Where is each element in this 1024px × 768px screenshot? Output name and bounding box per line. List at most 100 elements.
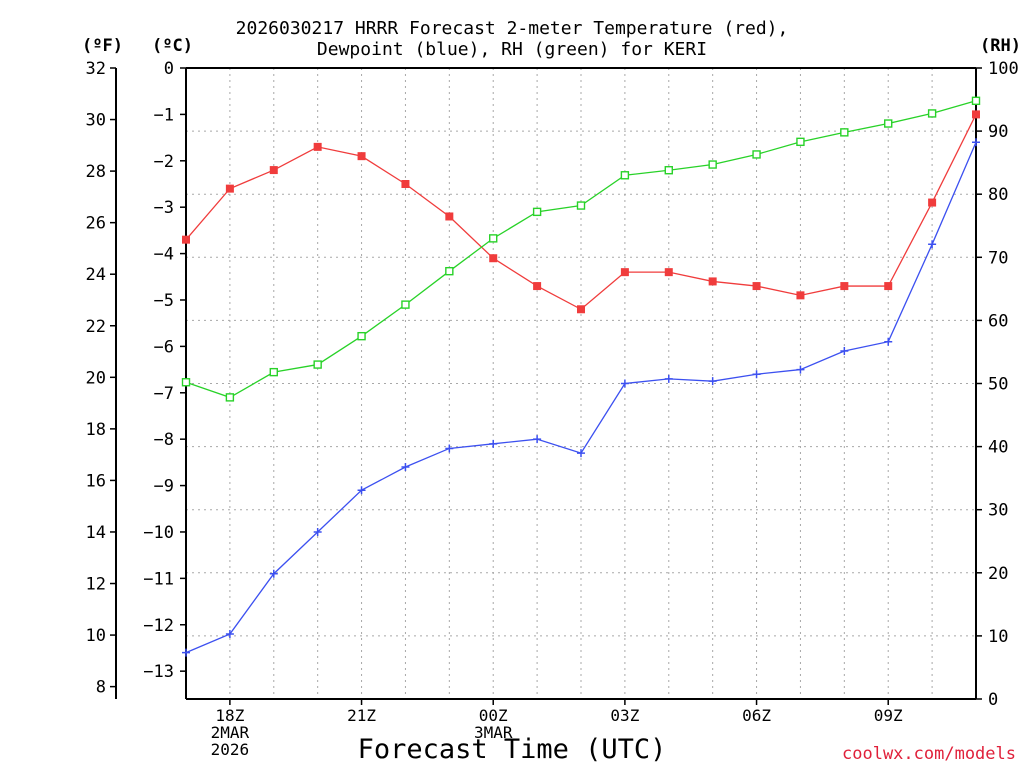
rh-tick-label: 90 [988,122,1008,142]
fahrenheit-tick-label: 28 [86,162,106,182]
celsius-tick-label: 0 [164,59,174,79]
rh-point [708,160,717,169]
dewpoint-point [401,463,410,472]
celsius-tick-label: −8 [154,430,174,450]
dewpoint-point [357,486,366,495]
x-tick-label: 09Z [874,706,903,725]
dewpoint-point [708,377,717,386]
temperature-point [401,179,410,188]
rh-tick-label: 70 [988,248,1008,268]
celsius-tick-label: −10 [143,523,174,543]
temperature-point [269,166,278,175]
x-tick-label: 3MAR [474,723,513,742]
celsius-tick-label: −12 [143,616,174,636]
rh-point [927,109,937,118]
source-credit[interactable]: coolwx.com/models [842,744,1016,764]
rh-point [971,96,981,106]
rh-tick-label: 100 [988,59,1019,79]
dewpoint-point [620,379,629,388]
rh-point [620,171,630,180]
temperature-point [708,277,717,286]
temperature-point [445,212,454,221]
dewpoint-point [752,370,761,379]
temperature-point [357,152,366,161]
dewpoint-point [796,365,805,374]
fahrenheit-tick-label: 24 [86,265,106,285]
dewpoint-point [313,527,322,536]
fahrenheit-tick-label: 26 [86,214,106,234]
temperature-point [752,282,761,291]
dewpoint-point [225,630,234,639]
x-tick-label: 18Z [215,706,244,725]
dewpoint-point [577,449,585,458]
dewpoint-point [664,374,673,383]
rh-point [357,331,366,341]
chart-title-line-2: Dewpoint (blue), RH (green) for KERI [316,39,708,60]
celsius-tick-label: −11 [143,569,174,589]
rh-tick-label: 10 [988,627,1008,647]
fahrenheit-tick-label: 16 [86,471,106,491]
temperature-point [884,282,893,291]
celsius-tick-label: −7 [154,384,174,404]
temperature-point [489,254,498,263]
temperature-point [620,268,629,277]
rh-point [664,166,673,175]
rh-point [752,150,761,159]
dewpoint-point [269,569,278,578]
rh-point [576,201,586,210]
fahrenheit-tick-label: 20 [86,368,106,388]
temperature-point [972,110,980,119]
rh-point [884,119,893,128]
temperature-point [840,282,849,291]
celsius-tick-label: −9 [154,477,174,497]
rh-tick-label: 60 [988,311,1008,331]
chart-title-line-1: 2026030217 HRRR Forecast 2-meter Tempera… [235,18,789,39]
dewpoint-point [884,337,893,346]
celsius-tick-label: −13 [143,662,174,682]
celsius-tick-label: −5 [154,291,174,311]
rh-point [489,234,498,243]
celsius-tick-label: −1 [154,105,174,125]
rh-tick-label: 40 [988,438,1008,458]
rh-tick-label: 50 [988,375,1008,395]
x-axis-title: Forecast Time (UTC) [357,734,667,765]
rh-point [445,266,454,276]
temperature-point [577,305,585,314]
fahrenheit-tick-label: 32 [86,59,106,79]
rh-point [269,367,278,377]
fahrenheit-tick-label: 22 [86,317,106,337]
fahrenheit-tick-label: 10 [86,626,106,646]
temperature-point [664,268,673,277]
fahrenheit-tick-label: 14 [86,523,106,543]
dewpoint-point [928,240,937,249]
axes-layer: 8 10 12 14 16 18 20 22 24 26 28 30 32 0 −1 −2 −3 −4 −5 −6 −7… [86,59,1019,759]
rh-point [225,393,235,402]
rh-point [532,207,542,217]
dewpoint-point [182,648,190,657]
fahrenheit-tick-label: 18 [86,420,106,440]
rh-point [313,360,322,369]
temperature-line [185,114,977,311]
temperature-point [928,198,937,207]
fahrenheit-tick-label: 8 [96,678,106,698]
dewpoint-point [840,347,849,356]
rh-axis-label: (RH) [980,36,1021,56]
temperature-point [313,142,322,151]
rh-point [181,378,191,387]
dewpoint-point [489,439,498,448]
fahrenheit-axis-label: (ºF) [82,36,123,56]
temperature-point [796,291,805,300]
temperature-point [182,235,190,244]
series-layer [181,96,981,657]
x-tick-label: 03Z [610,706,639,725]
temperature-point [225,184,234,193]
celsius-axis-label: (ºC) [152,36,193,56]
grid-layer [186,68,976,699]
fahrenheit-tick-label: 12 [86,575,106,595]
x-tick-label: 2MAR [211,723,250,742]
rh-point [840,128,849,137]
celsius-tick-label: −3 [154,198,174,218]
celsius-tick-label: −4 [154,245,174,265]
temperature-point [533,282,542,291]
